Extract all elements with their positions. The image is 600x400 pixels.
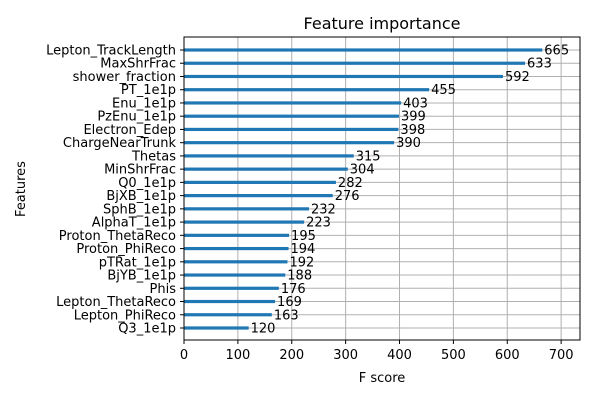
data-label-Lepton_ThetaReco: 169 — [277, 295, 302, 310]
y-tick-label: pTRat_1e1p — [99, 255, 176, 270]
bar-Proton_PhiReco — [184, 246, 289, 251]
y-tick-label: Thetas — [131, 149, 176, 164]
y-tick-label: ChargeNearTrunk — [63, 136, 177, 151]
y-tick-label: PT_1e1p — [121, 83, 176, 98]
data-label-ChargeNearTrunk: 390 — [396, 136, 421, 151]
y-tick-label: Proton_ThetaReco — [59, 229, 176, 244]
plot-frame — [183, 36, 581, 341]
bar-MaxShrFrac — [184, 61, 526, 65]
bar-BjYB_1e1p — [184, 273, 286, 277]
y-tick-label: MinShrFrac — [104, 163, 176, 178]
data-label-Enu_1e1p: 403 — [403, 96, 428, 111]
data-label-Lepton_TrackLength: 665 — [544, 44, 569, 59]
bar-PT_1e1p — [184, 88, 430, 92]
data-label-PT_1e1p: 455 — [431, 83, 456, 98]
y-tick-label: Lepton_ThetaReco — [56, 295, 176, 310]
bar-AlphaT_1e1p — [184, 220, 305, 224]
bar-Phis — [184, 286, 279, 290]
bar-Lepton_PhiReco — [184, 313, 272, 317]
labels: Lepton_TrackLength 665 MaxShrFrac 633 shower… — [46, 44, 569, 337]
bar-Q3_1e1p — [184, 326, 249, 330]
bar-SphB_1e1p — [184, 207, 309, 211]
data-label-Thetas: 315 — [356, 149, 381, 164]
y-tick-label: Q3_1e1p — [118, 322, 176, 337]
y-tick-label: MaxShrFrac — [100, 57, 176, 72]
data-label-Q3_1e1p: 120 — [251, 322, 276, 337]
data-label-pTRat_1e1p: 192 — [289, 255, 314, 270]
y-axis-label: Features — [14, 161, 29, 217]
x-tick-label: 600 — [495, 348, 520, 363]
data-label-MaxShrFrac: 633 — [527, 57, 552, 72]
y-tick-label: Proton_PhiReco — [76, 242, 176, 257]
data-label-Proton_ThetaReco: 195 — [291, 229, 316, 244]
data-label-Q0_1e1p: 282 — [338, 176, 363, 191]
bar-Q0_1e1p — [184, 180, 336, 184]
y-tick-label: Electron_Edep — [83, 123, 176, 138]
bar-Proton_ThetaReco — [184, 233, 290, 237]
data-label-Phis: 176 — [281, 282, 306, 297]
bar-MinShrFrac — [184, 167, 348, 171]
ticks: 0 100 200 300 400 500 600 700 — [180, 49, 574, 363]
y-tick-label: SphB_1e1p — [103, 202, 176, 217]
y-tick-label: Lepton_PhiReco — [74, 308, 176, 323]
data-label-Lepton_PhiReco: 163 — [274, 308, 299, 323]
data-label-shower_fraction: 592 — [505, 70, 530, 85]
data-label-Proton_PhiReco: 194 — [291, 242, 316, 257]
bar-shower_fraction — [184, 74, 503, 79]
y-tick-label: BjXB_1e1p — [106, 189, 176, 204]
bar-pTRat_1e1p — [184, 260, 288, 264]
data-label-BjXB_1e1p: 276 — [335, 189, 360, 204]
bar-BjXB_1e1p — [184, 194, 333, 198]
x-tick-label: 300 — [333, 348, 358, 363]
data-label-MinShrFrac: 304 — [350, 163, 375, 178]
y-tick-label: PzEnu_1e1p — [97, 110, 176, 125]
x-tick-label: 100 — [225, 348, 250, 363]
bar-Lepton_ThetaReco — [184, 299, 276, 304]
data-label-AlphaT_1e1p: 223 — [306, 216, 331, 231]
y-tick-label: Q0_1e1p — [118, 176, 176, 191]
x-tick-label: 500 — [441, 348, 466, 363]
bar-PzEnu_1e1p — [184, 114, 399, 118]
bar-Enu_1e1p — [184, 101, 402, 105]
bar-ChargeNearTrunk — [184, 141, 395, 145]
bars — [184, 48, 543, 330]
y-tick-label: Phis — [150, 282, 177, 297]
data-label-PzEnu_1e1p: 399 — [401, 110, 426, 125]
data-label-BjYB_1e1p: 188 — [287, 269, 312, 284]
x-tick-label: 400 — [387, 348, 412, 363]
x-tick-label: 700 — [549, 348, 574, 363]
data-label-Electron_Edep: 398 — [400, 123, 425, 138]
y-tick-label: AlphaT_1e1p — [92, 216, 176, 231]
bar-Lepton_TrackLength — [184, 48, 543, 52]
data-label-SphB_1e1p: 232 — [311, 202, 336, 217]
y-tick-label: BjYB_1e1p — [107, 269, 176, 284]
y-tick-label: Enu_1e1p — [112, 96, 176, 111]
y-tick-label: Lepton_TrackLength — [46, 44, 176, 59]
x-axis-label: F score — [359, 371, 406, 386]
bar-Thetas — [184, 154, 354, 158]
chart-title: Feature importance — [304, 14, 461, 33]
y-tick-label: shower_fraction — [73, 70, 176, 85]
x-tick-label: 0 — [180, 348, 188, 363]
x-tick-label: 200 — [279, 348, 304, 363]
bar-Electron_Edep — [184, 127, 399, 132]
